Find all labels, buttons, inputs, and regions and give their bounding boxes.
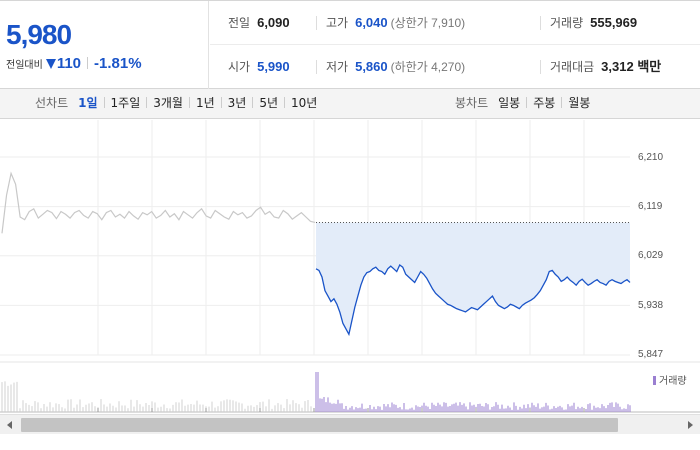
tab-divider bbox=[103, 97, 105, 108]
y-tick-label: 6,029 bbox=[638, 250, 664, 261]
tab-divider bbox=[146, 97, 148, 108]
scroll-right-button[interactable] bbox=[680, 415, 700, 435]
tab-divider bbox=[526, 97, 528, 108]
arrow-right-icon bbox=[688, 421, 693, 429]
chart-canvas bbox=[0, 120, 700, 413]
y-tick-label: 6,119 bbox=[638, 201, 663, 212]
line-period-tab[interactable]: 1일 bbox=[78, 96, 98, 110]
chart-tab-bar: 선차트 1일 1주일 3개월 1년 3년 5년 10년 봉차트 일봉 주봉 월봉 bbox=[0, 89, 700, 119]
change-percent: -1.81% bbox=[94, 55, 142, 72]
current-price: 5,980 bbox=[6, 19, 72, 50]
quote-panel: 5,980 전일대비 110 -1.81% 전일 6,090 고가 6,040 (상한가 … bbox=[0, 0, 700, 89]
divider bbox=[540, 16, 541, 30]
divider bbox=[87, 57, 89, 69]
line-chart-tabs: 선차트 1일 1주일 3개월 1년 3년 5년 10년 bbox=[35, 89, 317, 118]
price-change: 전일대비 110 -1.81% bbox=[6, 55, 142, 72]
change-label: 전일대비 bbox=[6, 60, 43, 71]
tab-divider bbox=[252, 97, 254, 108]
quote-details: 전일 6,090 고가 6,040 (상한가 7,910) 거래량 555,969 시가… bbox=[210, 1, 700, 89]
scroll-thumb[interactable] bbox=[21, 418, 618, 432]
line-chart-label: 선차트 bbox=[35, 96, 69, 110]
volume-swatch bbox=[653, 376, 656, 385]
line-period-tab[interactable]: 5년 bbox=[259, 96, 279, 110]
line-period-tab[interactable]: 3개월 bbox=[153, 96, 183, 110]
candle-period-tab[interactable]: 월봉 bbox=[568, 96, 591, 110]
line-period-tab[interactable]: 3년 bbox=[227, 96, 247, 110]
quote-row-2: 시가 5,990 저가 5,860 (하한가 4,270) 거래대금 3,312 백만 bbox=[210, 45, 700, 89]
down-triangle-icon bbox=[45, 59, 56, 69]
quote-row-1: 전일 6,090 고가 6,040 (상한가 7,910) 거래량 555,969 bbox=[210, 1, 700, 45]
volume-legend: 거래량 bbox=[653, 372, 687, 387]
candle-period-tab[interactable]: 일봉 bbox=[498, 96, 521, 110]
prev-close: 전일 6,090 bbox=[228, 15, 290, 30]
trade-amount: 거래대금 3,312 백만 bbox=[550, 59, 662, 74]
upper-limit: (상한가 7,910) bbox=[390, 16, 466, 30]
lower-limit: (하한가 4,270) bbox=[390, 60, 466, 74]
line-period-tab[interactable]: 1주일 bbox=[110, 96, 141, 110]
tab-divider bbox=[284, 97, 286, 108]
tab-divider bbox=[220, 97, 222, 108]
candle-chart-label: 봉차트 bbox=[455, 96, 489, 110]
day-high: 고가 6,040 (상한가 7,910) bbox=[326, 15, 466, 30]
candle-period-tab[interactable]: 주봉 bbox=[533, 96, 556, 110]
scroll-left-button[interactable] bbox=[0, 415, 20, 435]
line-period-tab[interactable]: 1년 bbox=[195, 96, 215, 110]
y-tick-label: 5,847 bbox=[638, 349, 664, 360]
day-low: 저가 5,860 (하한가 4,270) bbox=[326, 59, 466, 74]
tab-divider bbox=[561, 97, 563, 108]
arrow-left-icon bbox=[7, 421, 12, 429]
tab-divider bbox=[188, 97, 190, 108]
price-chart: 6,210 6,119 6,029 5,938 5,847 거래량 bbox=[0, 120, 700, 450]
y-tick-label: 6,210 bbox=[638, 152, 664, 163]
divider bbox=[316, 60, 317, 74]
change-value: 110 bbox=[56, 55, 82, 72]
volume: 거래량 555,969 bbox=[550, 15, 638, 30]
y-tick-label: 5,938 bbox=[638, 300, 664, 311]
divider bbox=[540, 60, 541, 74]
today-price-line bbox=[315, 264, 631, 337]
line-period-tab[interactable]: 10년 bbox=[291, 96, 318, 110]
area-fill bbox=[316, 222, 630, 335]
quote-summary: 5,980 전일대비 110 -1.81% bbox=[0, 1, 209, 89]
open-price: 시가 5,990 bbox=[228, 59, 290, 74]
candle-chart-tabs: 봉차트 일봉 주봉 월봉 bbox=[455, 89, 590, 118]
prev-day-line bbox=[1, 171, 316, 234]
divider bbox=[316, 16, 317, 30]
chart-scrollbar[interactable] bbox=[0, 414, 700, 434]
